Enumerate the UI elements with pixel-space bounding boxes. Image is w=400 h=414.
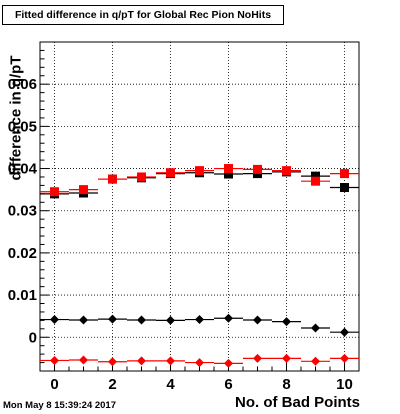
y-tick-label: 0.06 [8, 76, 37, 93]
data-point [166, 315, 175, 325]
data-point [253, 315, 262, 325]
data-point [253, 353, 262, 363]
data-point [166, 356, 175, 366]
data-point [282, 166, 291, 176]
axes: 0 2 4 6 8 10 0 0.01 0.02 0.03 0.04 0.05 0.06 [8, 41, 353, 393]
data-point [137, 315, 146, 325]
data-point [79, 185, 88, 195]
y-tick-label: 0.04 [8, 161, 38, 178]
data-point [195, 358, 204, 368]
y-tick-label: 0.01 [8, 287, 37, 304]
data-point [340, 353, 349, 363]
data-point [108, 314, 117, 324]
data-point [50, 187, 59, 197]
x-tick-label: 2 [108, 376, 116, 393]
data-point [340, 327, 349, 337]
y-tick-label: 0.02 [8, 245, 37, 262]
chart-title: Fitted difference in q/pT for Global Rec… [2, 5, 284, 25]
data-point [282, 317, 291, 327]
data-point [340, 169, 349, 179]
data-point [195, 166, 204, 176]
data-point [311, 171, 320, 181]
data-point [224, 169, 233, 179]
timestamp: Mon May 8 15:39:24 2017 [3, 400, 117, 411]
data-point [195, 315, 204, 325]
data-point [137, 172, 146, 182]
y-tick-label: 0 [29, 329, 37, 346]
data-point [79, 355, 88, 365]
y-axis-title: difference in q/pT [7, 55, 25, 181]
data-point [224, 358, 233, 368]
data-point [108, 174, 117, 184]
data-point [311, 323, 320, 333]
data-point [79, 315, 88, 325]
data-point [50, 315, 59, 325]
data-point [50, 355, 59, 365]
data-point [311, 176, 320, 186]
data-point [166, 168, 175, 178]
series-2 [40, 313, 359, 337]
x-tick-label: 6 [224, 376, 232, 393]
x-tick-label: 4 [166, 376, 175, 393]
data-point [108, 357, 117, 367]
data-point [253, 164, 262, 174]
data-point [340, 183, 349, 193]
y-tick-label: 0.05 [8, 118, 37, 135]
data-point [224, 313, 233, 323]
data-series [40, 164, 359, 368]
x-tick-label: 0 [50, 376, 58, 393]
data-point [311, 356, 320, 366]
data-point [224, 164, 233, 174]
y-tick-label: 0.03 [8, 203, 37, 220]
x-axis-title: No. of Bad Points [235, 394, 360, 411]
x-tick-label: 10 [336, 376, 353, 393]
data-point [282, 353, 291, 363]
series-1 [40, 164, 359, 197]
series-3 [40, 353, 359, 368]
x-tick-label: 8 [282, 376, 290, 393]
data-point [137, 356, 146, 366]
